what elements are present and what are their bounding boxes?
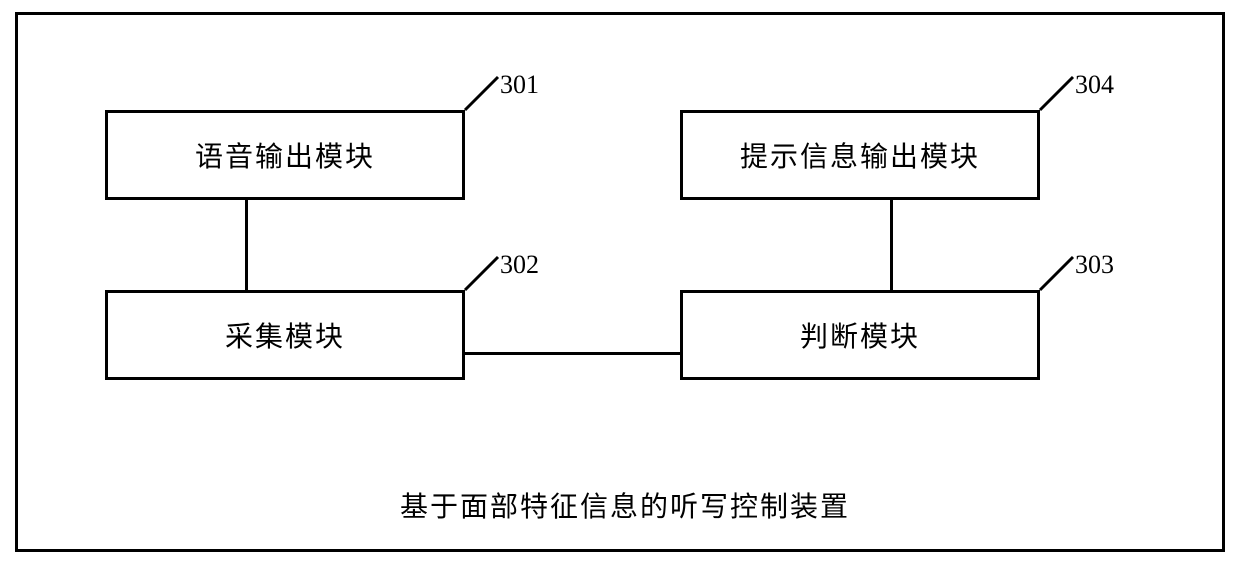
ref-number-304: 304 — [1075, 70, 1114, 100]
connector-vertical-left — [245, 200, 248, 290]
module-prompt-output: 提示信息输出模块 — [680, 110, 1040, 200]
ref-number-302: 302 — [500, 250, 539, 280]
diagram-caption: 基于面部特征信息的听写控制装置 — [400, 485, 850, 525]
module-label: 语音输出模块 — [195, 135, 375, 175]
module-label: 采集模块 — [225, 315, 345, 355]
ref-number-301: 301 — [500, 70, 539, 100]
module-collection: 采集模块 — [105, 290, 465, 380]
module-voice-output: 语音输出模块 — [105, 110, 465, 200]
connector-vertical-right — [890, 200, 893, 290]
module-judgment: 判断模块 — [680, 290, 1040, 380]
diagram-canvas: 语音输出模块 采集模块 判断模块 提示信息输出模块 301 302 303 30… — [0, 0, 1239, 562]
module-label: 判断模块 — [800, 315, 920, 355]
ref-number-303: 303 — [1075, 250, 1114, 280]
connector-horizontal-bottom — [465, 352, 680, 355]
outer-frame — [15, 12, 1225, 552]
module-label: 提示信息输出模块 — [740, 135, 980, 175]
